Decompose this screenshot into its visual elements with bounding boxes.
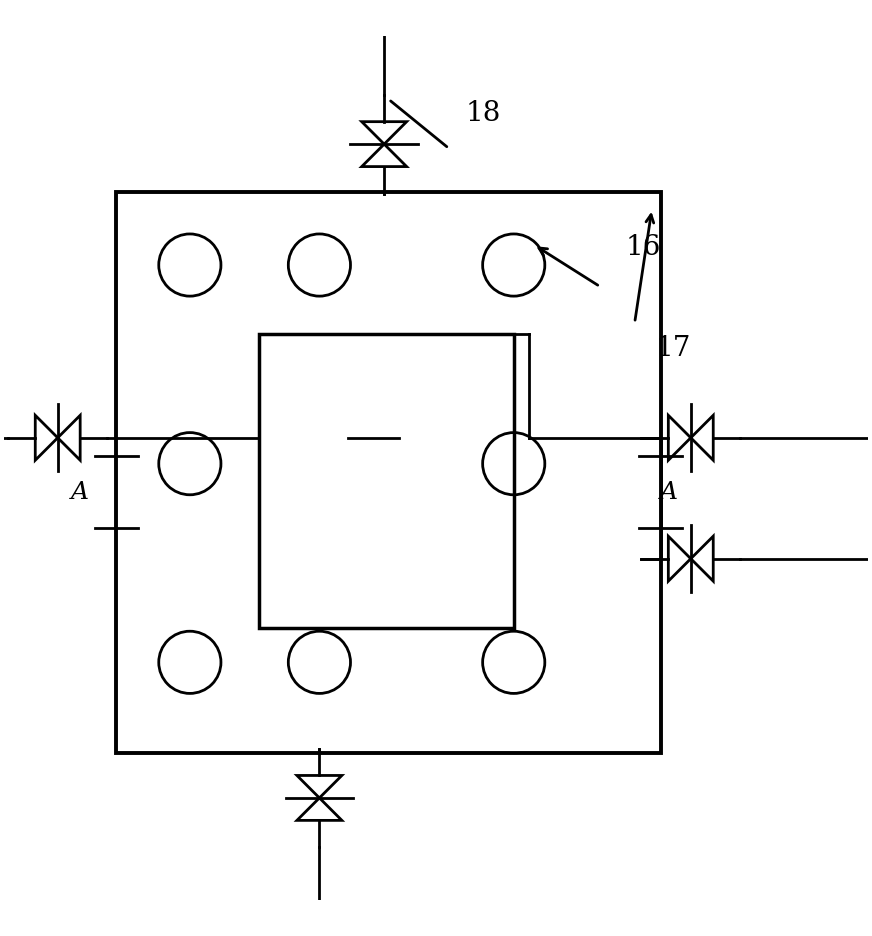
Text: A: A <box>72 481 89 504</box>
Bar <box>259 334 514 628</box>
Bar <box>117 192 661 753</box>
Text: 16: 16 <box>625 234 661 261</box>
Text: 18: 18 <box>466 100 501 127</box>
Text: A: A <box>660 481 678 504</box>
Text: 17: 17 <box>656 335 691 362</box>
